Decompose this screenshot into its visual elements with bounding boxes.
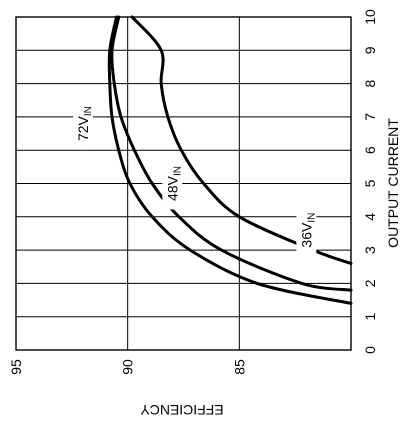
tick-label-current-4: 4 — [362, 213, 378, 221]
tick-label-current-3: 3 — [362, 246, 378, 254]
series-line-2 — [110, 15, 353, 292]
tick-label-current-10: 10 — [362, 9, 378, 25]
data-curves — [107, 15, 353, 305]
x-axis-label: OUTPUT CURRENT — [385, 118, 401, 248]
series-labels: 36VIN 48VIN 72VIN — [73, 97, 317, 257]
tick-label-efficiency-90: 90 — [120, 359, 136, 375]
tick-label-current-9: 9 — [362, 46, 378, 54]
tick-label-efficiency-95: 95 — [8, 359, 24, 375]
series-label-1: 36VIN — [298, 213, 317, 248]
tick-label-efficiency-85: 85 — [231, 359, 247, 375]
series-label-bg-2 — [162, 157, 183, 210]
tick-label-current-7: 7 — [362, 113, 378, 121]
tick-label-current-2: 2 — [362, 279, 378, 287]
tick-label-current-1: 1 — [362, 313, 378, 321]
series-label-bg-3 — [73, 97, 93, 150]
series-label-bg-1 — [296, 204, 317, 257]
series-label-2: 48VIN — [164, 166, 183, 201]
y-axis-label: EFFICIENCY — [140, 402, 224, 418]
series-line-1 — [107, 15, 353, 305]
plot-frame — [15, 16, 352, 351]
tick-label-current-0: 0 — [362, 346, 378, 354]
tick-label-current-5: 5 — [362, 179, 378, 187]
tick-label-current-8: 8 — [362, 79, 378, 87]
tick-label-current-6: 6 — [362, 146, 378, 154]
series-line-3 — [130, 15, 353, 265]
series-label-3: 72VIN — [75, 106, 94, 141]
grid — [15, 16, 351, 351]
tick-labels: 0 1 2 3 4 5 6 7 8 9 10 95 90 85 — [8, 9, 378, 375]
